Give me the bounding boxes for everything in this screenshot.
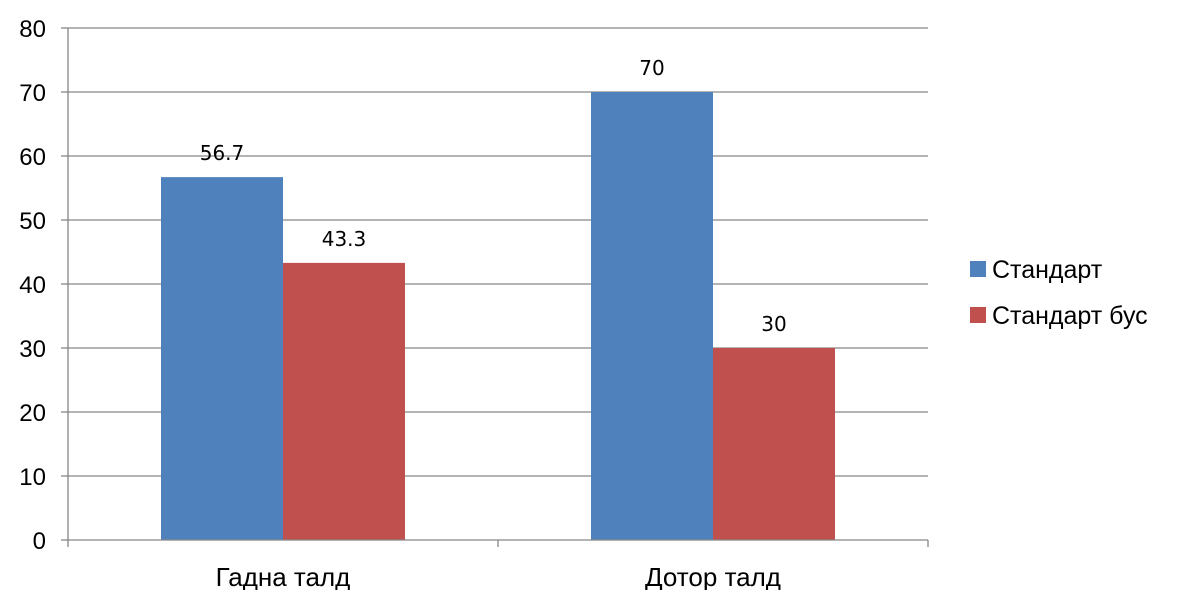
bar-2-1 bbox=[283, 262, 405, 540]
y-axis: 0 10 20 30 40 50 60 70 80 bbox=[19, 16, 69, 555]
y-tick-label-50: 50 bbox=[19, 208, 46, 235]
legend-swatch-1 bbox=[970, 261, 986, 277]
x-tick-label-2: Дотор талд bbox=[645, 562, 781, 590]
y-tick-label-70: 70 bbox=[19, 80, 46, 107]
legend-label-1: Стандарт bbox=[992, 256, 1103, 284]
data-label-2-1: 43.3 bbox=[322, 227, 367, 251]
legend: Стандарт Стандарт бус bbox=[970, 256, 1148, 330]
y-tick-label-0: 0 bbox=[33, 528, 46, 555]
data-label-1-1: 56.7 bbox=[200, 141, 245, 165]
x-axis: Гадна талд Дотор талд bbox=[67, 539, 929, 590]
y-tick-label-80: 80 bbox=[19, 16, 46, 43]
y-tick-label-20: 20 bbox=[19, 400, 46, 427]
data-labels: 56.7 43.3 70 30 bbox=[200, 56, 787, 336]
bar-1-2 bbox=[591, 92, 713, 540]
legend-label-2: Стандарт бус bbox=[992, 302, 1148, 330]
bar-2-2 bbox=[713, 348, 835, 540]
legend-swatch-2 bbox=[970, 307, 986, 323]
bar-1-1 bbox=[161, 177, 283, 540]
y-tick-label-10: 10 bbox=[19, 464, 46, 491]
x-tick-label-1: Гадна талд bbox=[216, 562, 351, 590]
y-tick-label-60: 60 bbox=[19, 144, 46, 171]
y-tick-label-30: 30 bbox=[19, 336, 46, 363]
data-label-1-2: 70 bbox=[639, 56, 664, 80]
bars bbox=[161, 92, 835, 540]
y-tick-label-40: 40 bbox=[19, 272, 46, 299]
data-label-2-2: 30 bbox=[761, 312, 786, 336]
